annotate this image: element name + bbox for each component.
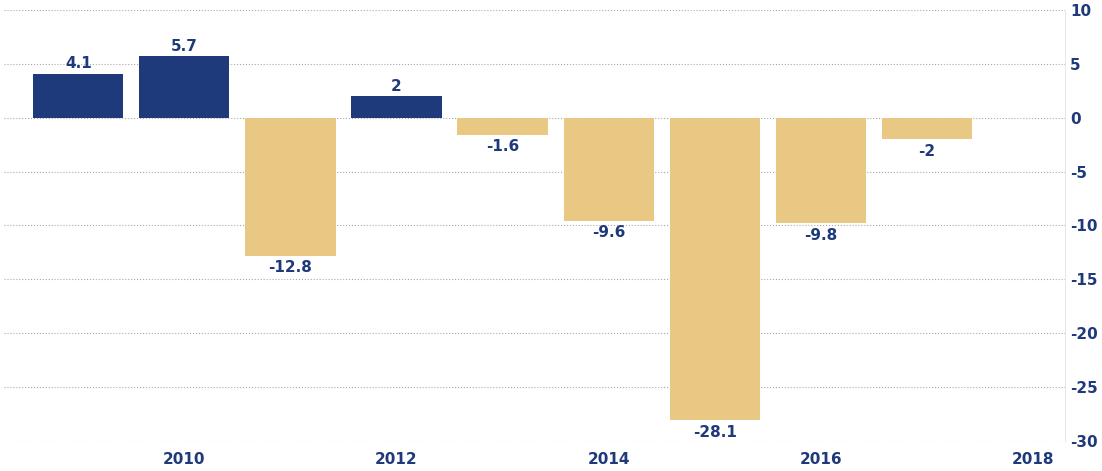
Bar — [882, 118, 972, 139]
Bar — [246, 118, 335, 256]
Text: -28.1: -28.1 — [693, 424, 736, 439]
Text: 5.7: 5.7 — [171, 39, 198, 54]
Text: 4.1: 4.1 — [65, 56, 91, 71]
Text: -9.8: -9.8 — [804, 227, 838, 243]
Text: -2: -2 — [918, 144, 936, 159]
Bar — [776, 118, 866, 223]
Text: 2: 2 — [391, 79, 402, 94]
Bar — [563, 118, 653, 221]
Text: -1.6: -1.6 — [486, 139, 519, 154]
Text: -12.8: -12.8 — [269, 260, 312, 275]
Bar — [457, 118, 548, 135]
Bar — [33, 73, 123, 118]
Text: -9.6: -9.6 — [592, 226, 625, 240]
Bar — [139, 57, 229, 118]
Bar — [670, 118, 759, 420]
Bar — [352, 96, 442, 118]
